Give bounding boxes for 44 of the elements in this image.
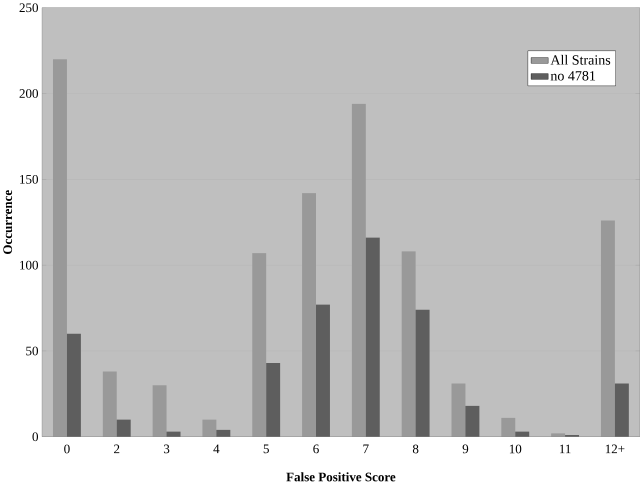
bar: [600, 220, 615, 437]
bar: [102, 372, 117, 437]
y-tick-label: 150: [20, 175, 38, 184]
bar: [166, 432, 181, 437]
bar: [266, 363, 280, 437]
legend-label: no 4781: [550, 71, 596, 81]
bar: [614, 384, 629, 437]
x-tick-label: 8: [412, 444, 418, 454]
bar: [302, 193, 316, 437]
x-tick-label: 0: [64, 444, 70, 454]
y-tick-label: 250: [20, 3, 38, 12]
bar: [216, 430, 230, 437]
bar: [152, 385, 167, 437]
y-tick-label: 100: [20, 260, 38, 270]
x-tick-label: 10: [510, 444, 522, 454]
bar: [515, 432, 530, 437]
y-tick-label: 50: [26, 346, 38, 356]
x-tick-label: 7: [363, 444, 369, 454]
bar: [366, 238, 380, 437]
legend-label: All Strains: [550, 54, 610, 65]
x-tick-label: 5: [264, 444, 269, 454]
bar: [501, 418, 516, 437]
bar: [52, 59, 67, 437]
bar: [116, 420, 131, 437]
bar: [66, 334, 81, 437]
x-tick-label: 3: [164, 444, 170, 454]
x-tick-label: 12+: [606, 444, 624, 454]
bar: [465, 406, 480, 437]
x-tick-label: 11: [560, 444, 571, 454]
y-tick-label: 200: [20, 89, 38, 98]
bar: [202, 420, 216, 437]
x-tick-label: 4: [213, 444, 220, 454]
bar: [416, 310, 430, 437]
x-axis-title: False Positive Score: [286, 472, 396, 482]
bar: [452, 384, 466, 437]
bar: [352, 104, 366, 437]
bar: [252, 253, 266, 437]
x-tick-label: 6: [313, 444, 319, 454]
bar: [316, 304, 330, 437]
x-tick-label: 9: [462, 444, 468, 454]
x-tick-label: 2: [114, 444, 120, 454]
bar: [402, 252, 416, 437]
y-axis-title: Occurrence: [3, 190, 12, 254]
y-tick-label: 0: [32, 432, 38, 442]
